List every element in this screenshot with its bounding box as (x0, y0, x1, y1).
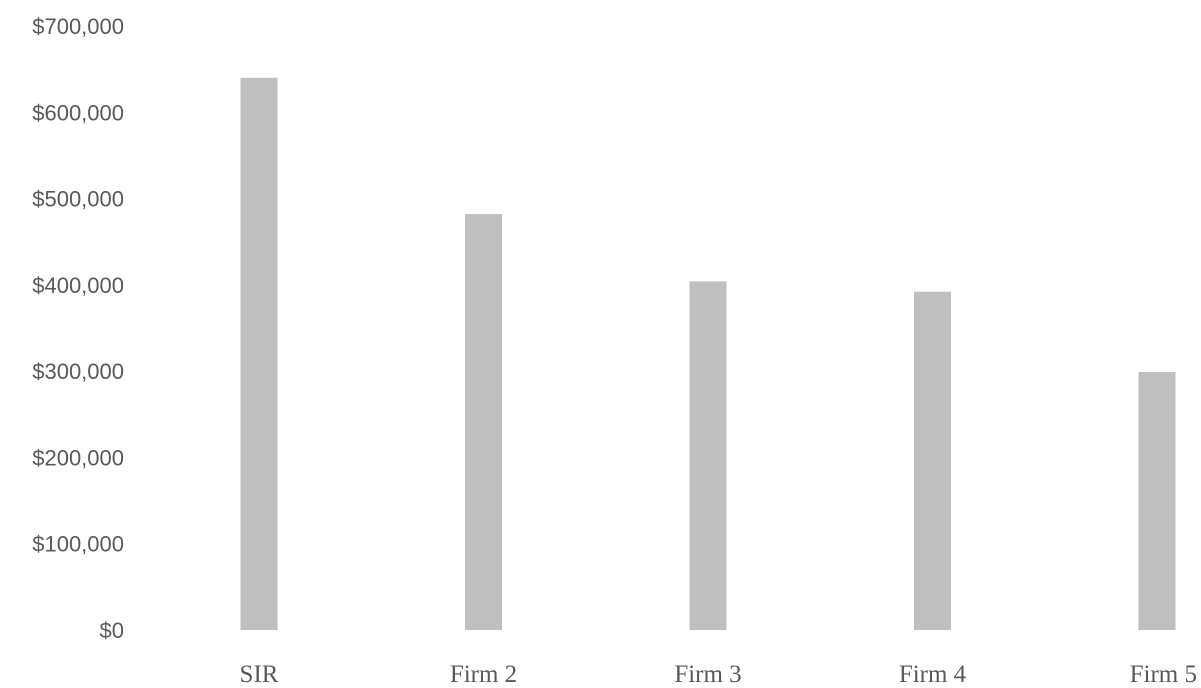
y-tick-label: $100,000 (32, 532, 124, 557)
x-axis: SIR Firm 2 Firm 3 Firm 4 Firm 5 (240, 661, 1197, 688)
bars (240, 77, 1176, 631)
bar-sir (240, 77, 278, 631)
bar-firm-5 (1138, 372, 1176, 630)
y-tick-label: $300,000 (32, 359, 124, 384)
y-axis: $0 $100,000 $200,000 $300,000 $400,000 $500,0… (32, 14, 124, 643)
x-tick-label: Firm 2 (450, 661, 517, 688)
y-tick-label: $600,000 (32, 100, 124, 125)
y-tick-label: $200,000 (32, 445, 124, 470)
x-tick-label: Firm 4 (899, 661, 967, 688)
bar-firm-2 (465, 214, 502, 631)
y-tick-label: $0 (100, 618, 124, 643)
y-tick-label: $700,000 (32, 14, 124, 39)
y-tick-label: $500,000 (32, 187, 124, 212)
x-tick-label: Firm 5 (1130, 661, 1197, 688)
x-tick-label: Firm 3 (674, 661, 741, 688)
bar-firm-3 (689, 281, 727, 630)
x-tick-label: SIR (240, 661, 279, 688)
bar-firm-4 (914, 291, 951, 630)
y-tick-label: $400,000 (32, 273, 124, 298)
